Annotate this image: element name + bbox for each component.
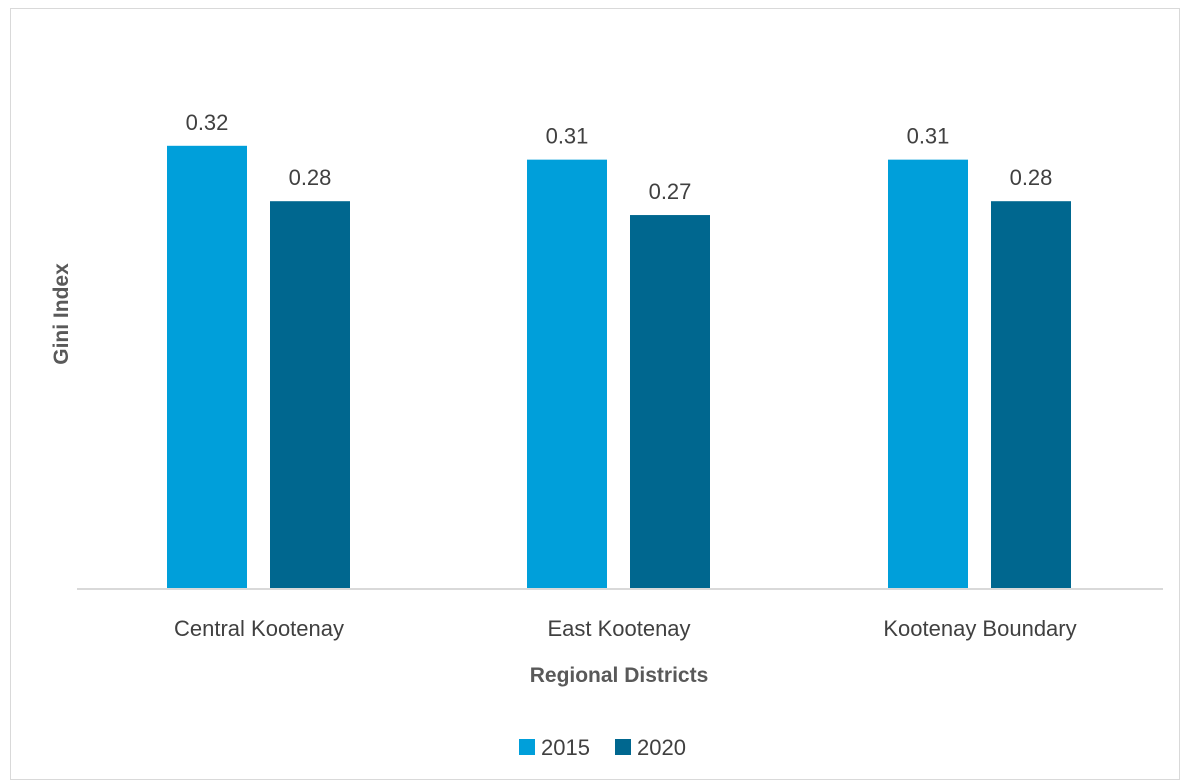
x-tick-labels: Central Kootenay East Kootenay Kootenay Bo…	[174, 616, 1077, 641]
data-label: 0.28	[1010, 165, 1053, 190]
legend-label-2015: 2015	[541, 735, 590, 760]
legend-label-2020: 2020	[637, 735, 686, 760]
data-label: 0.31	[907, 124, 950, 149]
legend-swatch-2020	[615, 739, 631, 755]
x-axis-title: Regional Districts	[530, 664, 709, 687]
x-tick-label: Central Kootenay	[174, 616, 344, 641]
data-label: 0.32	[186, 110, 229, 135]
data-label: 0.31	[546, 124, 589, 149]
data-label: 0.28	[289, 165, 332, 190]
plot-area: 0.32 0.28 0.31 0.27 0.31 0.28	[167, 110, 1071, 590]
legend: 2015 2020	[519, 735, 686, 760]
data-label: 0.27	[649, 179, 692, 204]
legend-swatch-2015	[519, 739, 535, 755]
bar-2015-1	[167, 145, 247, 590]
x-tick-label: East Kootenay	[547, 616, 690, 641]
x-tick-label: Kootenay Boundary	[883, 616, 1076, 641]
bar-2015-3	[888, 159, 968, 589]
y-axis-title: Gini Index	[50, 263, 73, 365]
bar-2015-2	[527, 159, 607, 589]
bar-2020-3	[991, 201, 1071, 589]
bar-2020-1	[270, 201, 350, 589]
bar-2020-2	[630, 215, 710, 590]
